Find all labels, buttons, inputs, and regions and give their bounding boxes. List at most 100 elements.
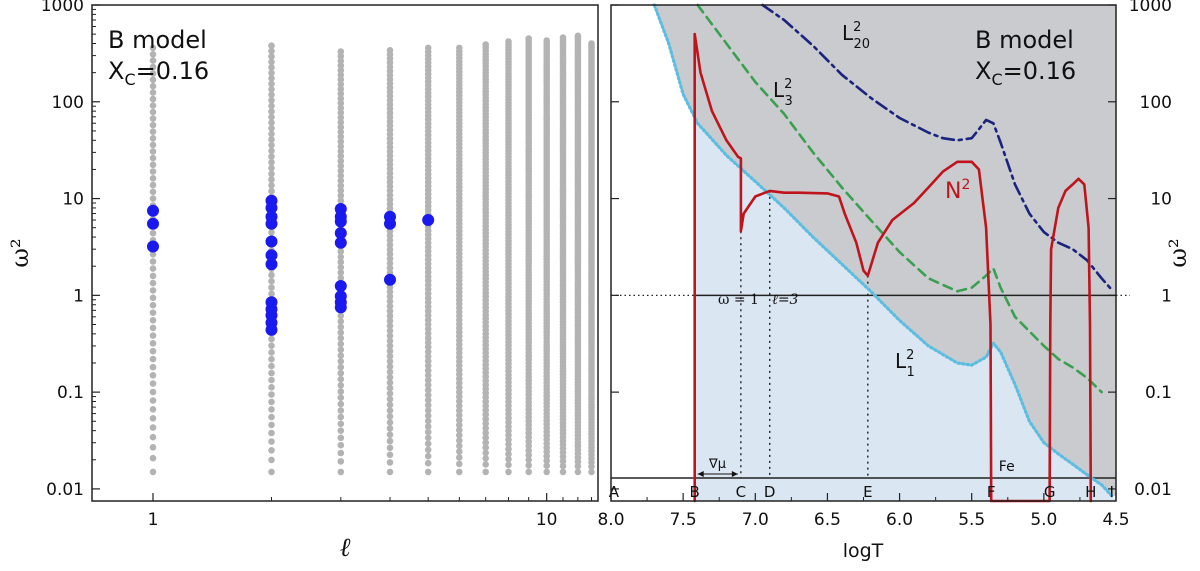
y-tick-label: 0.1 [57, 383, 84, 403]
mode-point [424, 407, 432, 414]
mode-point [386, 250, 394, 258]
mode-point [268, 421, 275, 429]
mode-point [456, 44, 463, 52]
mode-point [505, 468, 512, 476]
mode-point [268, 130, 275, 138]
curve-label-N2: N2 [945, 177, 970, 204]
mode-point [482, 439, 490, 446]
region-letter: H [1085, 483, 1096, 501]
mode-point [337, 449, 345, 457]
mode-point [337, 71, 345, 79]
mode-point [337, 468, 345, 476]
mode-point [149, 397, 157, 404]
mode-point [456, 397, 463, 405]
right-y-axis-label: ω² [1164, 238, 1192, 267]
left-chart: 0.01 0.1 1 10 100 1000 1 10 B model XC=0.16 ℓ ω… [6, 0, 599, 563]
mode-point [268, 147, 275, 155]
mode-point [268, 384, 275, 391]
mode-point [149, 57, 157, 64]
mode-point [386, 260, 394, 267]
mode-point [337, 57, 345, 65]
mode-point [386, 431, 394, 439]
left-y-axis-label: ω² [6, 238, 34, 267]
mode-point [268, 97, 275, 104]
mode-point [424, 44, 432, 52]
mode-point [337, 258, 345, 266]
mode-point [337, 152, 345, 160]
mode-point [268, 376, 275, 384]
mode-point [456, 442, 463, 450]
mode-point [268, 64, 275, 71]
mode-point [424, 440, 432, 448]
mode-point [386, 317, 394, 325]
mode-point [337, 48, 345, 55]
mode-point [149, 148, 157, 155]
mode-point [386, 312, 394, 320]
highlighted-mode-point [422, 214, 435, 226]
mode-point [482, 41, 490, 48]
mode-point [386, 384, 394, 392]
mode-point [337, 85, 345, 93]
mode-point [386, 293, 394, 300]
mode-point [337, 187, 345, 194]
region-letter: B [690, 483, 700, 501]
region-letter: G [1044, 483, 1056, 501]
mode-point [337, 269, 345, 276]
mode-point [337, 334, 345, 342]
mode-point [424, 396, 432, 404]
mode-point [337, 148, 345, 155]
mode-point [386, 413, 394, 420]
mode-point [268, 119, 275, 126]
mode-point [268, 176, 275, 183]
mode-point [268, 277, 275, 285]
mode-point [424, 459, 432, 467]
mode-point [268, 355, 275, 363]
mode-point [386, 307, 394, 315]
x-tick-label: 6.5 [814, 510, 841, 530]
curves [652, 3, 1115, 503]
mode-point [149, 355, 157, 363]
mode-point [268, 229, 275, 236]
region-letter: E [863, 483, 872, 501]
mode-point [149, 372, 157, 379]
mode-point [386, 468, 394, 476]
y-tick-label: 10 [62, 190, 84, 210]
region-letter: A [609, 483, 620, 501]
highlighted-mode-point [265, 201, 278, 214]
mode-point [149, 324, 157, 332]
mode-point [337, 400, 345, 408]
mode-point [337, 143, 345, 150]
mode-point [149, 340, 157, 347]
mode-point [149, 44, 157, 52]
mode-point [149, 444, 157, 451]
mode-point [559, 468, 567, 476]
mode-point [149, 332, 157, 339]
y-tick-label: 1000 [41, 0, 84, 16]
gravity-region-fill [694, 117, 1116, 502]
mode-point [386, 374, 394, 381]
mode-point [337, 441, 345, 449]
fe-label: Fe [999, 459, 1015, 475]
mode-point [268, 91, 275, 99]
mode-point [337, 420, 345, 428]
mode-point [386, 347, 394, 355]
left-axis-ticks: 0.01 0.1 1 10 100 1000 1 10 [41, 0, 593, 530]
mode-point [268, 80, 275, 88]
mode-point [424, 446, 432, 454]
mode-point [386, 241, 394, 249]
mode-point [268, 141, 275, 149]
mode-point [456, 407, 463, 414]
mode-point [149, 188, 157, 196]
mode-point [149, 154, 157, 162]
mode-point [268, 69, 275, 77]
mode-point [149, 380, 157, 387]
mode-point [337, 346, 345, 354]
mode-point [268, 125, 275, 132]
mode-point [149, 195, 157, 202]
left-plot-frame [91, 4, 599, 502]
reference-ell-label: ℓ=3 [772, 292, 799, 308]
mode-point [337, 458, 345, 465]
mode-point [149, 175, 157, 182]
mode-point [424, 343, 432, 351]
mode-point [525, 451, 532, 459]
